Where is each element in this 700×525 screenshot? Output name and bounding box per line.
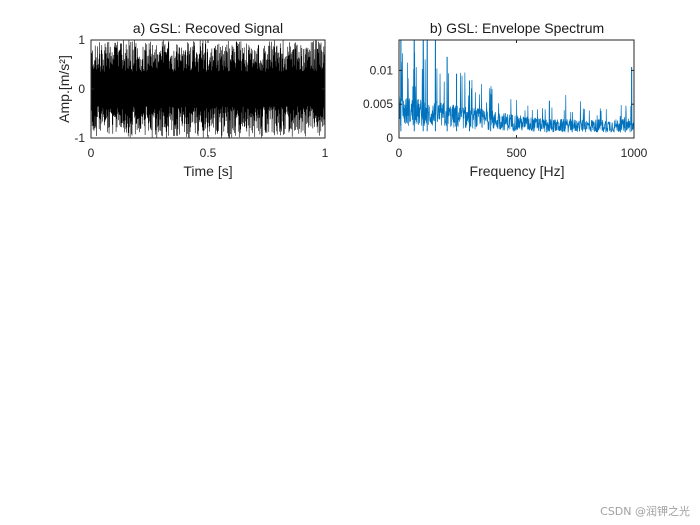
subplot-a: a) GSL: Recoved Signal 0 0.5 1-101 Time [s… — [56, 20, 329, 179]
ytick-label: 0 — [78, 82, 85, 96]
xtick-label: 1 — [322, 146, 329, 160]
signal-line — [90, 40, 326, 138]
xtick-label: 500 — [506, 146, 526, 160]
xtick-label: 0 — [396, 146, 403, 160]
subplot-a-title: a) GSL: Recoved Signal — [133, 20, 283, 36]
xtick-label: 0.5 — [200, 146, 217, 160]
subplot-b-spectrum-line — [398, 39, 635, 133]
subplot-a-signal-line — [90, 40, 326, 138]
subplot-a-xlabel: Time [s] — [183, 163, 232, 179]
xtick-label: 0 — [88, 146, 95, 160]
subplot-b: b) GSL: Envelope Spectrum 0 500 1000 0 0.005… — [363, 20, 648, 179]
ytick-label: 0.005 — [363, 97, 393, 111]
subplot-a-ticks: 0 0.5 1-101 — [74, 33, 328, 160]
watermark-text: CSDN @润钾之光 — [600, 505, 690, 518]
subplot-a-ylabel: Amp.[m/s²] — [56, 55, 72, 123]
ytick-label: 0 — [386, 131, 393, 145]
subplot-b-xlabel: Frequency [Hz] — [470, 163, 565, 179]
subplot-b-title: b) GSL: Envelope Spectrum — [430, 20, 604, 36]
ytick-label: 1 — [78, 33, 85, 47]
ytick-label: 0.01 — [370, 63, 394, 77]
xtick-label: 1000 — [621, 146, 648, 160]
spectrum-line — [398, 39, 635, 133]
ytick-label: -1 — [74, 131, 85, 145]
subplot-b-ticks: 0 500 1000 0 0.005 0.01 — [363, 40, 648, 160]
